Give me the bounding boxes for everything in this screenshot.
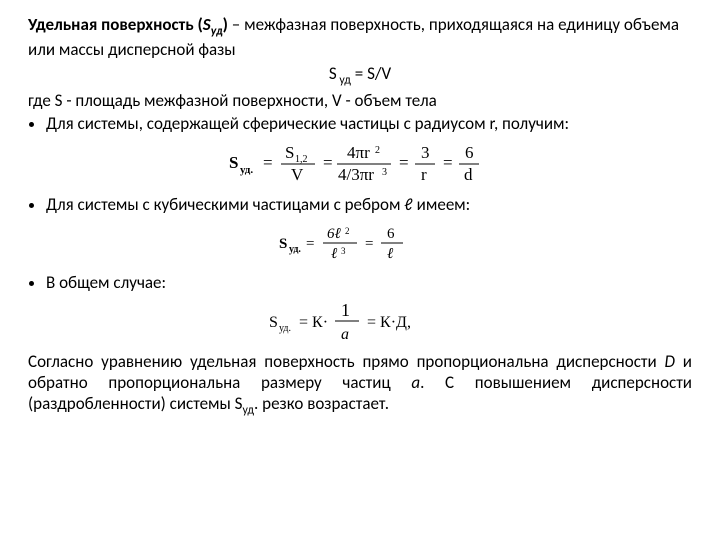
svg-text:4πr: 4πr [347,143,370,162]
svg-text:3: 3 [382,167,387,178]
svg-text:d: d [464,165,473,184]
svg-text:S: S [269,314,278,331]
svg-text:S: S [279,236,287,252]
svg-text:3: 3 [341,246,346,256]
svg-text:a: a [341,326,349,343]
heading-bold: Удельная поверхность (Sуд) [28,14,232,35]
svg-text:r: r [421,165,427,184]
where-line: где S - площадь межфазной поверхности, V… [28,90,692,111]
eq-left-sub: уд [337,73,351,87]
bullet-text-1: Для системы, содержащей сферические част… [46,113,569,134]
bullet-text-3: В общем случае: [46,272,166,293]
conclusion-paragraph: Согласно уравнению удельная поверхность … [28,351,692,419]
svg-text:1: 1 [341,300,350,320]
svg-text:=: = [306,236,314,252]
svg-text:=: = [323,153,333,172]
formula-cube: S уд. = 6ℓ 2 ℓ 3 = 6 ℓ [46,222,692,264]
conclusion-a: Согласно уравнению удельная поверхность … [28,351,665,372]
main-equation: S уд = S/V [28,63,692,88]
svg-text:3: 3 [421,143,430,162]
heading-lead: Удельная поверхность ( [28,14,203,35]
svg-text:=: = [443,153,453,172]
svg-text:ℓ: ℓ [331,246,337,262]
svg-text:= К·: = К· [299,314,328,331]
conclusion-sub: уд [242,404,254,418]
heading-symbol-sub: уд [211,24,223,38]
svg-text:=: = [365,236,373,252]
svg-text:=: = [263,153,273,172]
bullet-list: Для системы, содержащей сферические част… [28,113,692,343]
svg-text:6ℓ: 6ℓ [327,226,341,242]
svg-text:уд.: уд. [279,323,291,334]
conclusion-i1: D [665,351,675,372]
svg-text:4/3πr: 4/3πr [338,165,374,184]
svg-text:уд.: уд. [289,244,301,255]
heading-close: ) [223,14,228,35]
svg-text:S: S [285,143,294,162]
formula-sphere: S уд. = S 1,2 V = 4πr 2 4/3πr [46,140,692,186]
eq-right: = S/V [351,63,391,84]
svg-text:2: 2 [345,226,350,236]
list-item: Для системы, содержащей сферические част… [46,113,692,186]
list-item: В общем случае: S уд. = К· 1 a = К·Д, [46,272,692,343]
svg-text:6: 6 [387,226,395,242]
svg-text:S: S [229,153,238,172]
svg-text:=: = [399,153,409,172]
list-item: Для системы с кубическими частицами с ре… [46,194,692,263]
svg-text:2: 2 [375,145,380,156]
svg-text:6: 6 [465,143,474,162]
conclusion-d: . резко возрастает. [254,393,389,414]
conclusion-i2: а [411,372,420,393]
eq-left: S [329,63,337,84]
formula-general: S уд. = К· 1 a = К·Д, [46,299,692,343]
bullet-text-2: Для системы с кубическими частицами с ре… [46,194,470,215]
document-page: Удельная поверхность (Sуд) – межфазная п… [0,0,720,429]
svg-text:1,2: 1,2 [295,154,308,165]
heading-line: Удельная поверхность (Sуд) – межфазная п… [28,14,692,61]
heading-symbol: S [203,14,211,35]
svg-text:уд.: уд. [240,164,253,176]
svg-text:= К·Д,: = К·Д, [367,314,411,331]
svg-text:ℓ: ℓ [387,246,393,262]
svg-text:V: V [291,165,304,184]
